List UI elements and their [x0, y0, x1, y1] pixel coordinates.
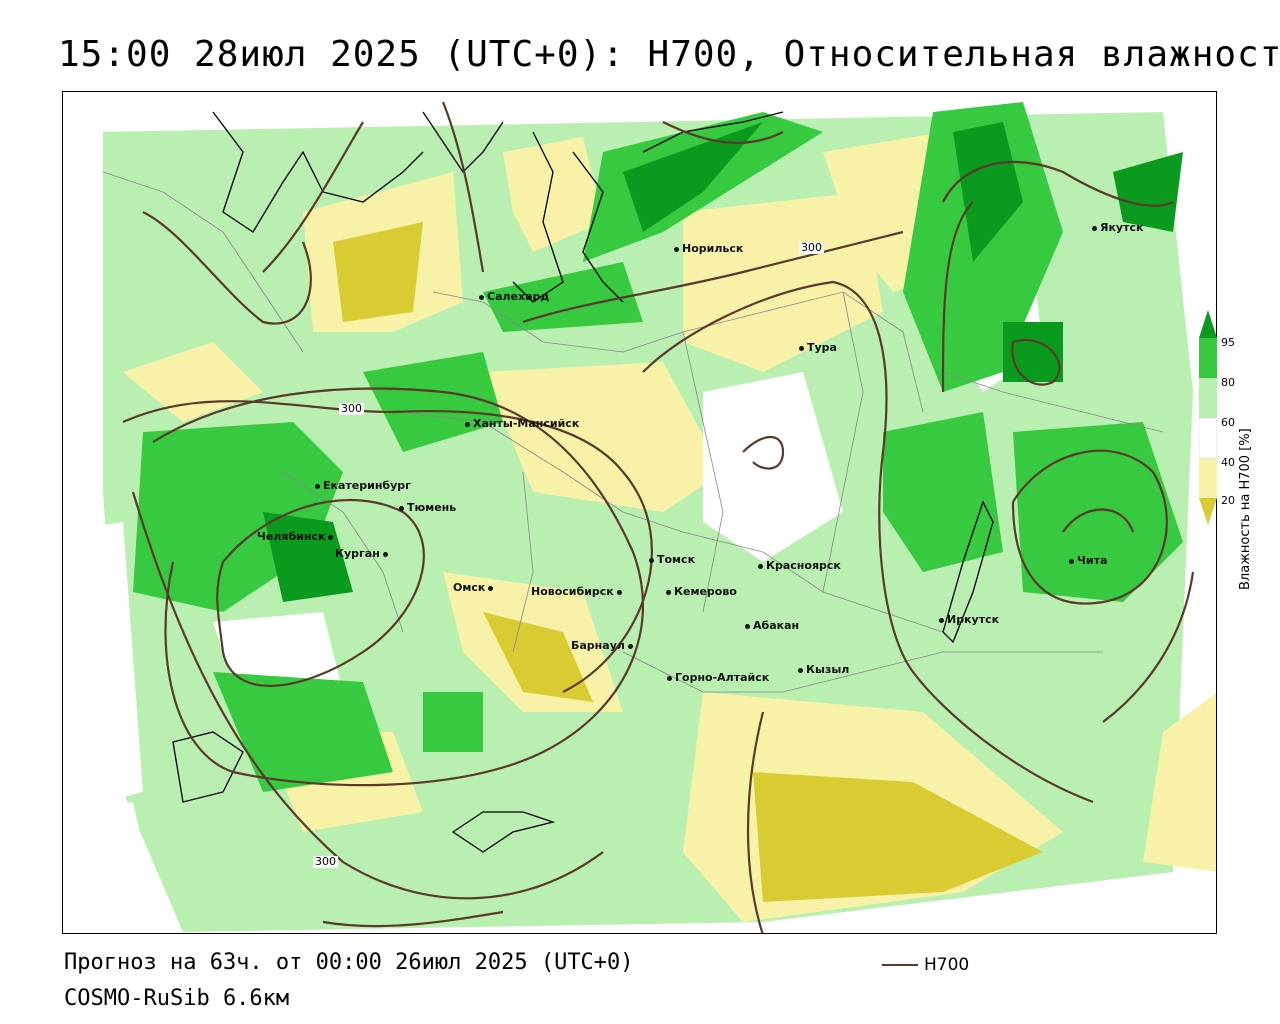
city-kyzyl: Кызыл: [798, 663, 849, 676]
city-chita: Чита: [1069, 554, 1107, 567]
forecast-info: Прогноз на 63ч. от 00:00 26июл 2025 (UTC…: [64, 950, 634, 975]
city-ekaterinburg: Екатеринбург: [315, 479, 411, 492]
city-khanty-mansiysk: Ханты-Мансийск: [465, 417, 579, 430]
city-tyumen: Тюмень: [399, 501, 456, 514]
city-irkutsk: Иркутск: [939, 613, 999, 626]
humidity-legend-bar: [1199, 310, 1217, 525]
humidity-field: [63, 92, 1216, 933]
city-abakan: Абакан: [745, 619, 799, 632]
city-barnaul: Барнаул: [571, 639, 636, 652]
h700-line-sample: [882, 964, 918, 966]
model-name: COSMO-RuSib 6.6км: [64, 986, 290, 1011]
legend-tick-60: 60: [1221, 416, 1235, 429]
city-tomsk: Томск: [649, 553, 695, 566]
h700-line-label: H700: [924, 955, 970, 975]
map-title: 15:00 28июл 2025 (UTC+0): H700, Относите…: [58, 34, 1280, 75]
city-krasnoyarsk: Красноярск: [758, 559, 841, 572]
map-area[interactable]: Норильск Якутск Салехард Тура Ханты-Манс…: [62, 91, 1217, 934]
city-kurgan: Курган: [335, 547, 391, 560]
city-yakutsk: Якутск: [1092, 221, 1143, 234]
legend-tick-95: 95: [1221, 336, 1235, 349]
legend-tick-80: 80: [1221, 376, 1235, 389]
city-salekhard: Салехард: [479, 290, 549, 303]
city-gorno-altaysk: Горно-Алтайск: [667, 671, 769, 684]
contour-label: 300: [799, 241, 824, 254]
city-novosibirsk: Новосибирск: [531, 585, 625, 598]
city-norilsk: Норильск: [674, 242, 743, 255]
legend-tick-20: 20: [1221, 494, 1235, 507]
city-chelyabinsk: Челябинск: [257, 530, 336, 543]
legend-tick-40: 40: [1221, 456, 1235, 469]
city-kemerovo: Кемерово: [666, 585, 737, 598]
legend-title: Влажность на H700 [%]: [1238, 428, 1253, 590]
contour-label: 300: [313, 855, 338, 868]
contour-label: 300: [339, 402, 364, 415]
city-omsk: Омск: [453, 581, 496, 594]
city-tura: Тура: [799, 341, 837, 354]
